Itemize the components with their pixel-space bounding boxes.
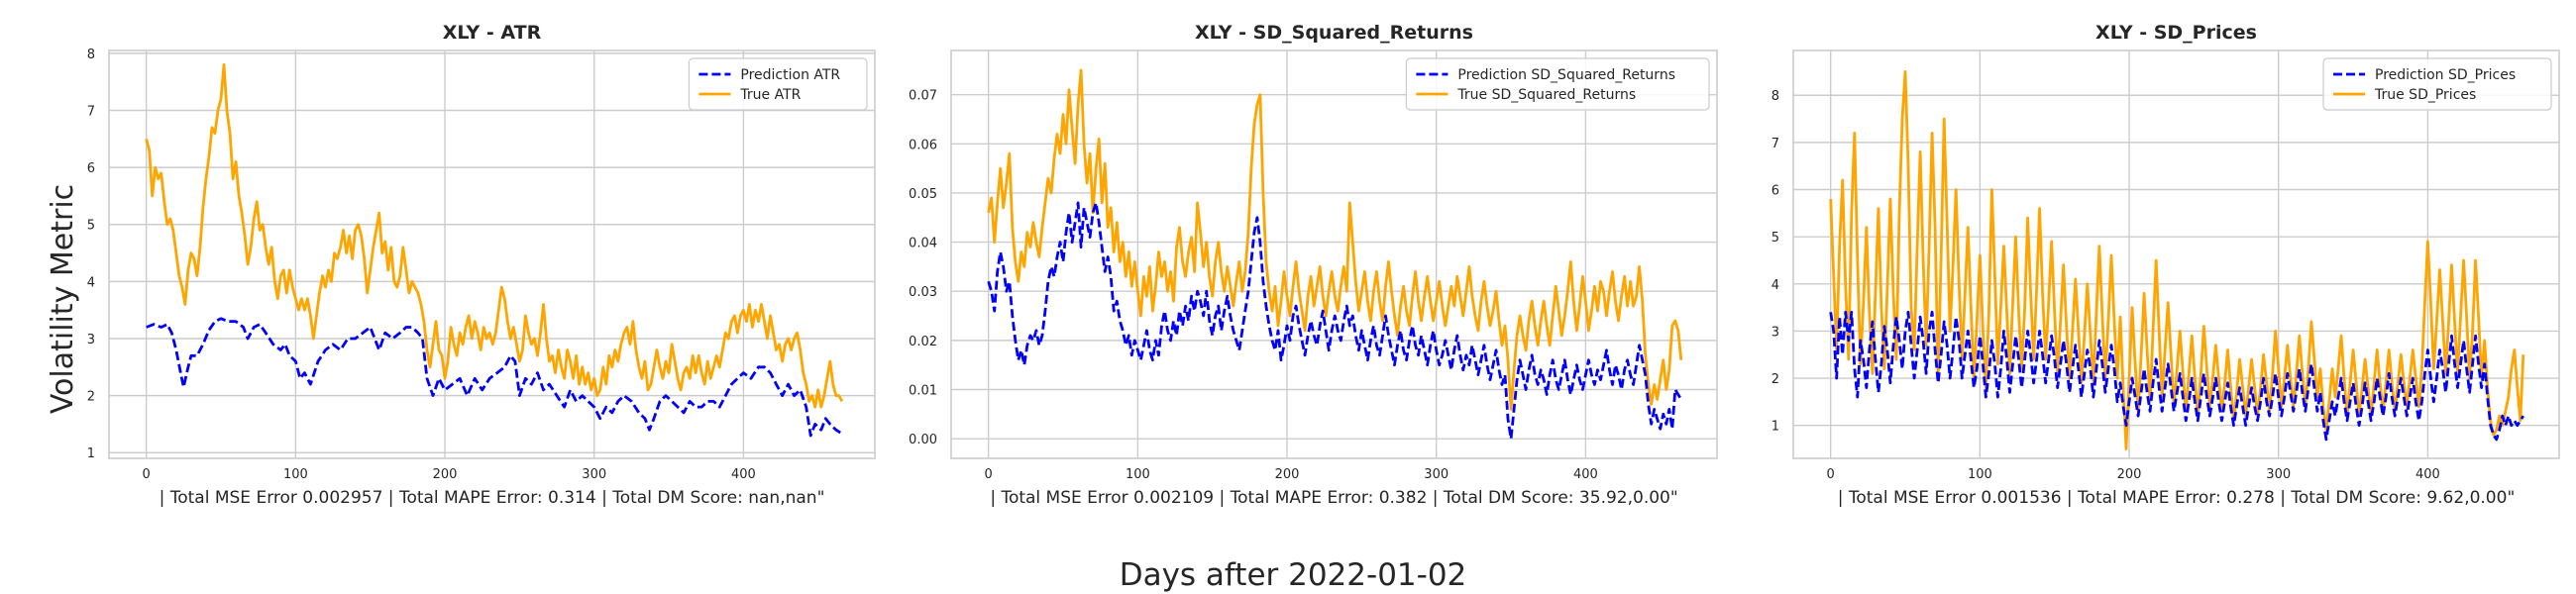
y-tick-label: 0.07 — [909, 89, 937, 104]
plot-area — [109, 50, 875, 458]
series-line-true-sd-squared-returns — [987, 68, 1683, 411]
x-tick-label: 300 — [1424, 467, 1449, 482]
figure-ylabel: Volatility Metric — [46, 184, 80, 414]
x-tick-label: 400 — [2415, 467, 2440, 482]
y-tick-label: 1 — [1771, 420, 1779, 435]
plot-frame — [108, 50, 876, 459]
series-line-prediction-sd-prices — [1829, 310, 2524, 442]
x-tick-label: 200 — [2117, 467, 2142, 482]
y-tick-label: 1 — [87, 446, 95, 461]
legend-label: True SD_Prices — [2374, 87, 2476, 103]
plot-area — [1793, 50, 2559, 458]
y-tick-label: 0.01 — [909, 384, 937, 399]
x-tick-label: 0 — [1827, 467, 1835, 482]
y-tick-label: 2 — [1771, 372, 1779, 387]
legend: Prediction SD_Squared_Returns True SD_Squ… — [1405, 57, 1710, 111]
chart-panel-1: 0 100 200 300 400 1 2 3 4 5 6 7 8 XLY - ATR | Total MS… — [87, 22, 876, 508]
x-tick-label: 400 — [1573, 467, 1598, 482]
chart-title: XLY - SD_Squared_Returns — [1195, 22, 1473, 44]
chart-panel-3: 0 100 200 300 400 1 2 3 4 5 6 7 8 XLY - SD_Prices | To… — [1771, 22, 2560, 508]
legend-label: True SD_Squared_Returns — [1456, 87, 1636, 103]
x-tick-label: 100 — [283, 467, 308, 482]
legend-label: True ATR — [739, 87, 801, 103]
y-tick-label: 3 — [87, 333, 95, 347]
series-line-prediction-atr — [146, 317, 842, 438]
y-tick-label: 4 — [87, 275, 95, 290]
chart-title: XLY - ATR — [443, 22, 542, 44]
legend: Prediction ATR True ATR — [688, 57, 868, 111]
legend: Prediction SD_Prices True SD_Prices — [2322, 57, 2552, 111]
plot-frame — [950, 50, 1718, 459]
y-tick-label: 8 — [1771, 89, 1779, 104]
legend-box — [688, 57, 868, 111]
series-line-prediction-sd-squared-returns — [987, 201, 1682, 441]
x-axis-label: | Total MSE Error 0.002957 | Total MAPE … — [160, 488, 825, 508]
series-line-true-atr — [145, 63, 844, 409]
x-tick-label: 100 — [1126, 467, 1150, 482]
x-axis-label: | Total MSE Error 0.001536 | Total MAPE … — [1838, 488, 2516, 508]
x-tick-label: 300 — [2266, 467, 2291, 482]
legend-label: Prediction SD_Prices — [2375, 67, 2516, 83]
chart-title: XLY - SD_Prices — [2095, 22, 2257, 44]
x-tick-label: 200 — [1275, 467, 1300, 482]
x-axis-label: | Total MSE Error 0.002109 | Total MAPE … — [990, 488, 1677, 508]
y-tick-label: 6 — [87, 161, 95, 176]
y-tick-label: 0.03 — [909, 285, 937, 300]
y-tick-label: 0.05 — [909, 187, 937, 202]
y-tick-label: 0.00 — [909, 433, 937, 447]
y-tick-label: 0.02 — [909, 335, 937, 349]
y-tick-label: 2 — [87, 390, 95, 405]
chart-panel-2: 0 100 200 300 400 0.00 0.01 0.02 0.03 0.04 0.05 0.0… — [909, 22, 1718, 508]
y-tick-label: 0.04 — [909, 237, 937, 251]
y-tick-label: 7 — [1771, 137, 1779, 151]
y-tick-label: 5 — [87, 219, 95, 234]
plot-frame — [1792, 50, 2560, 459]
y-tick-label: 6 — [1771, 184, 1779, 199]
legend-box — [2322, 57, 2552, 111]
x-tick-label: 0 — [985, 467, 993, 482]
legend-box — [1405, 57, 1710, 111]
y-tick-label: 3 — [1771, 325, 1779, 340]
y-tick-label: 8 — [87, 48, 95, 62]
y-tick-label: 0.06 — [909, 138, 937, 152]
legend-label: Prediction SD_Squared_Returns — [1457, 67, 1675, 83]
x-tick-label: 400 — [731, 467, 756, 482]
y-tick-label: 7 — [87, 105, 95, 120]
plot-area — [951, 50, 1717, 458]
x-tick-label: 100 — [1968, 467, 1992, 482]
figure-xlabel: Days after 2022-01-02 — [1120, 557, 1467, 593]
y-tick-label: 4 — [1771, 278, 1779, 293]
series-line-true-sd-prices — [1829, 70, 2525, 450]
x-tick-label: 0 — [143, 467, 151, 482]
y-tick-label: 5 — [1771, 231, 1779, 246]
x-tick-label: 200 — [433, 467, 458, 482]
legend-label: Prediction ATR — [740, 67, 840, 83]
x-tick-label: 300 — [582, 467, 606, 482]
